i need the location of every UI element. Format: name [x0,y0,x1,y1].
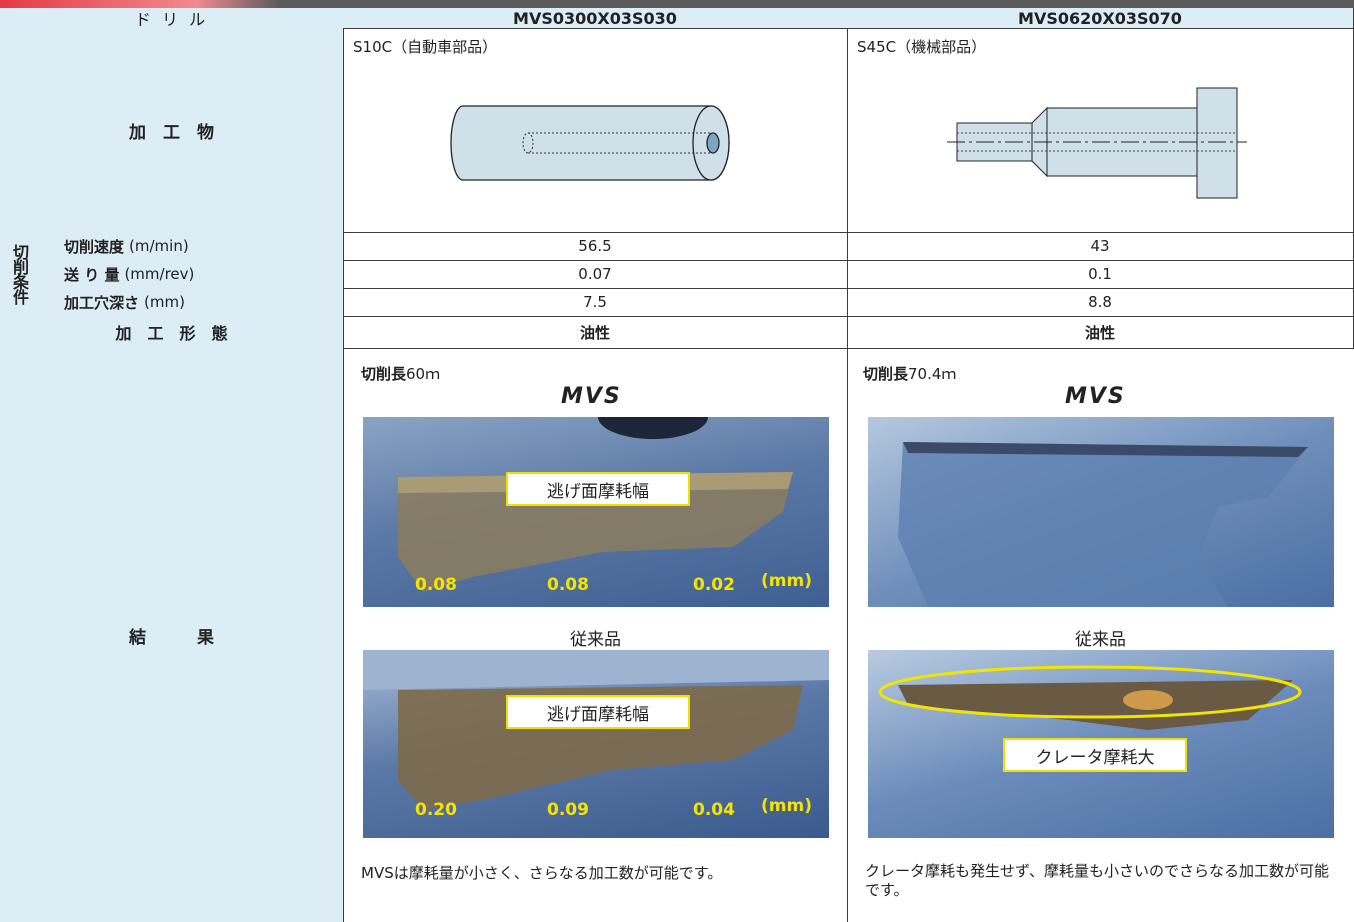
mode-value: 油性 [343,316,848,349]
brand: MVS [561,384,622,409]
condition-value: 56.5 [343,232,848,261]
workpiece-drawing [947,87,1247,199]
cut-length-value: 60ｍ [406,365,441,383]
condition-value: 0.07 [343,260,848,289]
row-label: 加 工 形 態 [0,316,344,349]
condition-unit: (mm) [144,293,185,311]
workpiece-cell: S10C（自動車部品） [343,28,848,233]
condition-unit: (mm/rev) [124,265,195,283]
header-model: MVS0620X03S070 [847,8,1354,29]
top-accent [0,0,280,8]
workpiece-drawing [450,105,730,181]
condition-label: 切削速度 (m/min) [38,232,344,261]
photo-shape [898,442,1308,607]
cut-length: 切削長60ｍ [361,363,440,384]
wear-value: 0.20 [415,800,457,820]
photo-tag: クレータ摩耗大 [1003,738,1187,772]
condition-value: 0.1 [847,260,1354,289]
row-label: 加 工 物 [0,28,344,233]
condition-name: 加工穴深さ [64,293,140,312]
workpiece-text: S45C（機械部品） [857,38,987,56]
photo: 逃げ面摩耗幅 0.08 0.08 0.02 (mm) [363,417,829,607]
wear-unit: (mm) [761,796,812,816]
conventional-label: 従来品 [1075,630,1126,650]
condition-value: 8.8 [847,288,1354,317]
result-cell: 切削長60ｍ MVS 逃げ面摩耗幅 0.08 0.08 0.02 (mm) 従来… [343,348,848,922]
condition-value: 43 [847,232,1354,261]
header-model: MVS0300X03S030 [343,8,848,29]
photo: 逃げ面摩耗幅 0.20 0.09 0.04 (mm) [363,650,829,838]
condition-unit: (m/min) [129,237,189,255]
workpiece-cell: S45C（機械部品） [847,28,1354,233]
wear-value: 0.09 [547,800,589,820]
workpiece-text: S10C（自動車部品） [353,38,498,56]
cut-length-label: 切削長 [863,365,909,383]
wear-value: 0.02 [693,575,735,595]
cut-length: 切削長70.4ｍ [863,363,956,384]
wear-value: 0.08 [547,575,589,595]
condition-name: 送 り 量 [64,265,120,284]
result-note: MVSは摩耗量が小さく、さらなる加工数が可能です。 [361,864,723,882]
photo-shape [363,650,829,810]
condition-label: 加工穴深さ (mm) [38,288,344,317]
wear-value: 0.08 [415,575,457,595]
conventional-label: 従来品 [570,630,621,650]
condition-value: 7.5 [343,288,848,317]
top-bar [0,0,1354,8]
photo [868,417,1334,607]
group-label: 切削条件 [0,232,39,317]
wear-unit: (mm) [761,571,812,591]
cut-length-value: 70.4ｍ [908,365,957,383]
row-label: 結 果 [0,348,344,922]
cut-length-label: 切削長 [361,365,407,383]
result-note: クレータ摩耗も発生せず、摩耗量も小さいのでさらなる加工数が可能です。 [865,862,1329,899]
photo: クレータ摩耗大 [868,650,1334,838]
condition-name: 切削速度 [64,237,125,256]
photo-tag: 逃げ面摩耗幅 [506,472,690,506]
mode-value: 油性 [847,316,1354,349]
header-label: ド リ ル [0,8,344,29]
result-cell: 切削長70.4ｍ MVS 従来品 クレータ摩耗大 クレータ摩耗も発生せず、摩耗量… [847,348,1354,922]
wear-value: 0.04 [693,800,735,820]
photo-shape [878,665,1302,730]
condition-label: 送 り 量 (mm/rev) [38,260,344,289]
brand: MVS [1065,384,1126,409]
photo-tag: 逃げ面摩耗幅 [506,695,690,729]
